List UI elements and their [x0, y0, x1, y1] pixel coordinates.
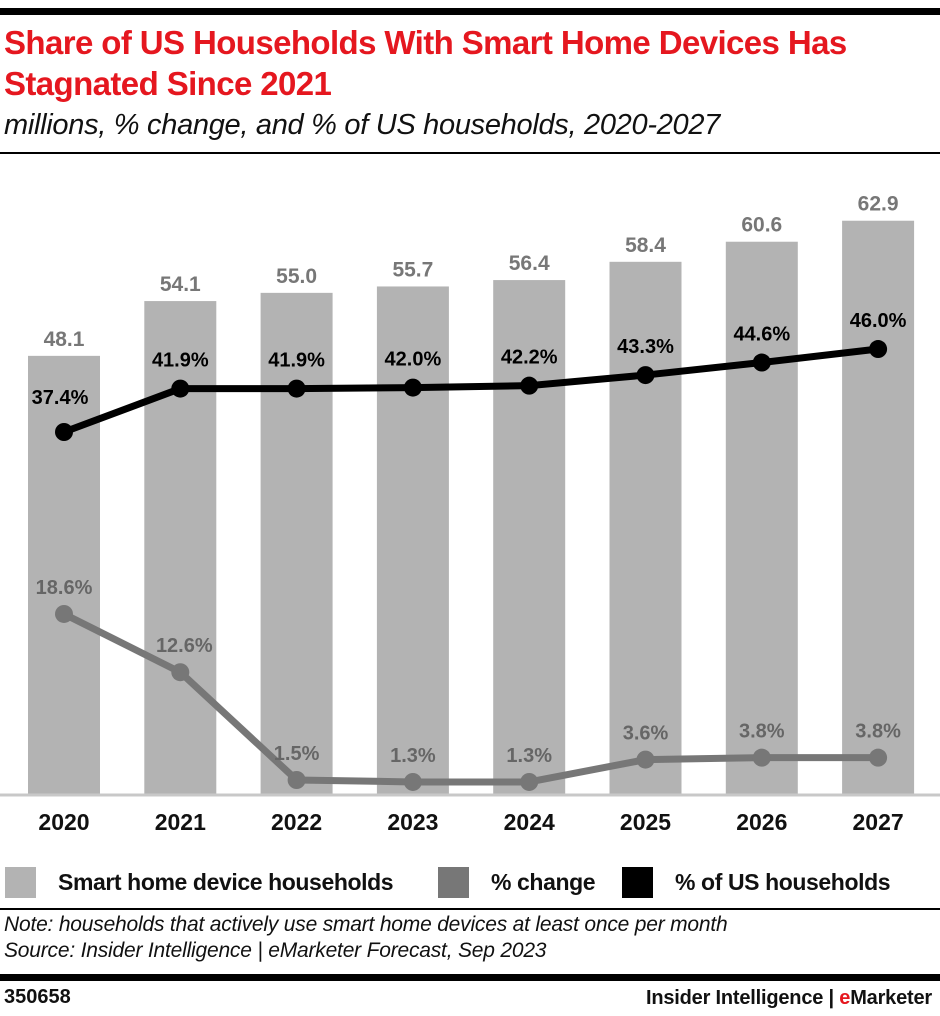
change-point-2020	[55, 604, 73, 623]
source-text: Source: Insider Intelligence | eMarketer…	[4, 939, 547, 962]
change-series-line	[62, 610, 879, 786]
x-tick-2027: 2027	[853, 809, 904, 835]
note-text: Note: households that actively use smart…	[4, 913, 728, 936]
share-point-2025	[636, 366, 655, 385]
change-point-2024	[520, 772, 539, 791]
x-tick-2024: 2024	[504, 809, 555, 835]
bar-label-2024: 56.4	[509, 252, 550, 275]
bar-label-2027: 62.9	[858, 193, 899, 216]
brand-e: e	[839, 987, 851, 1009]
labels-layer: 48.1 2020 54.1 2021 55.0 2022 55.7 2023 56.4 2024…	[32, 193, 907, 835]
legend-item-change: % change	[438, 862, 596, 902]
bars-layer	[28, 220, 915, 796]
legend-item-households: Smart home device households	[5, 862, 394, 902]
header-divider	[0, 152, 940, 154]
brand-suffix: Marketer	[850, 987, 932, 1009]
legend-swatch-households	[5, 866, 36, 898]
bar-2026	[725, 241, 798, 796]
legend-label-change: % change	[491, 868, 596, 895]
chart-id: 350658	[4, 986, 71, 1008]
change-label-2022: 1.5%	[274, 743, 320, 765]
change-label-2021: 12.6%	[156, 635, 213, 657]
bar-label-2026: 60.6	[741, 214, 782, 237]
x-tick-2021: 2021	[155, 809, 206, 835]
bar-2025	[609, 261, 682, 796]
chart-subtitle: millions, % change, and % of US househol…	[4, 109, 721, 141]
share-label-2025: 43.3%	[617, 336, 674, 358]
bar-label-2020: 48.1	[44, 328, 85, 351]
share-label-2022: 41.9%	[268, 350, 325, 372]
share-point-2021	[171, 379, 190, 398]
bar-label-2022: 55.0	[276, 265, 317, 288]
chart-plot: 48.1 2020 54.1 2021 55.0 2022 55.7 2023 56.4 2024…	[0, 193, 940, 835]
change-point-2026	[752, 748, 771, 767]
share-label-2023: 42.0%	[385, 349, 442, 371]
share-point-2020	[55, 423, 73, 441]
share-point-2027	[869, 340, 888, 359]
legend: Smart home device households % change % …	[0, 862, 940, 902]
bar-2027	[842, 220, 915, 795]
legend-swatch-change	[438, 866, 469, 898]
legend-divider	[0, 908, 940, 910]
share-point-2026	[752, 353, 771, 372]
change-label-2027: 3.8%	[855, 721, 901, 743]
bottom-rule	[0, 974, 940, 981]
change-point-2027	[869, 748, 888, 767]
legend-swatch-share	[622, 866, 653, 898]
chart-title: Share of US Households With Smart Home D…	[4, 24, 847, 102]
change-point-2023	[403, 772, 422, 791]
legend-item-share: % of US households	[622, 862, 891, 902]
share-line-layer	[55, 340, 888, 441]
bar-2023	[376, 286, 449, 795]
share-label-2020: 37.4%	[32, 387, 89, 409]
legend-label-households: Smart home device households	[58, 868, 394, 895]
bar-2022	[260, 292, 333, 795]
share-series-line	[62, 345, 879, 436]
x-tick-2022: 2022	[271, 809, 322, 835]
share-label-2024: 42.2%	[501, 347, 558, 369]
change-label-2020: 18.6%	[36, 577, 93, 599]
bar-2021	[144, 301, 217, 795]
share-label-2027: 46.0%	[850, 310, 907, 332]
brand-prefix: Insider Intelligence |	[646, 987, 840, 1009]
bar-label-2025: 58.4	[625, 234, 666, 257]
change-label-2025: 3.6%	[623, 723, 669, 745]
x-tick-2020: 2020	[38, 809, 89, 835]
legend-label-share: % of US households	[675, 868, 891, 895]
change-label-2026: 3.8%	[739, 721, 785, 743]
change-line-layer	[55, 604, 888, 791]
change-point-2021	[171, 663, 190, 682]
x-tick-2025: 2025	[620, 809, 671, 835]
share-point-2022	[287, 379, 306, 398]
share-label-2021: 41.9%	[152, 350, 209, 372]
change-point-2025	[636, 750, 655, 769]
change-label-2024: 1.3%	[506, 745, 552, 767]
brand-logo: Insider Intelligence | eMarketer	[646, 987, 932, 1010]
share-label-2026: 44.6%	[733, 324, 790, 346]
change-label-2023: 1.3%	[390, 745, 436, 767]
bar-2024	[493, 280, 566, 795]
x-tick-2023: 2023	[387, 809, 438, 835]
change-point-2022	[287, 771, 306, 789]
top-rule	[0, 8, 940, 15]
share-point-2023	[403, 378, 422, 397]
bar-label-2021: 54.1	[160, 273, 201, 296]
share-point-2024	[520, 376, 539, 395]
x-tick-2026: 2026	[736, 809, 787, 835]
footnote: Note: households that actively use smart…	[4, 912, 728, 964]
bar-label-2023: 55.7	[392, 258, 433, 281]
